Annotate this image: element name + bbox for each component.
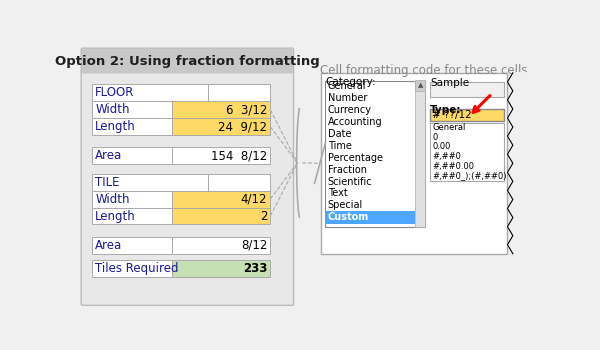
Text: Time: Time [328,141,352,151]
Polygon shape [508,73,527,254]
Text: Number: Number [328,93,367,103]
Text: Special: Special [328,201,363,210]
Text: Scientific: Scientific [328,177,372,187]
Bar [92,237,172,254]
Bar [172,208,271,224]
Text: TILE: TILE [95,176,119,189]
Text: Width: Width [95,103,130,116]
Text: Date: Date [328,129,351,139]
Bar [172,191,271,208]
Text: Area: Area [95,239,122,252]
Bar [92,191,172,208]
Text: General: General [328,82,366,91]
Text: Length: Length [95,210,136,223]
Text: Fraction: Fraction [328,165,367,175]
Bar [430,109,503,121]
Bar [92,118,172,135]
Bar [92,84,208,101]
Bar [415,80,425,227]
Text: Accounting: Accounting [328,117,382,127]
Text: 8/12: 8/12 [241,239,267,252]
Text: Text: Text [328,189,347,198]
Text: Tiles Required: Tiles Required [95,262,179,275]
Text: Category:: Category: [325,77,376,87]
Text: 6  3/12: 6 3/12 [226,103,267,116]
Text: Cell formatting code for these cells: Cell formatting code for these cells [320,64,527,77]
Bar [208,174,271,191]
Bar [430,82,503,97]
Text: Type:: Type: [430,105,461,115]
Text: # ??/12: # ??/12 [432,110,472,120]
Bar [92,174,208,191]
Text: Length: Length [95,120,136,133]
Text: 2: 2 [260,210,267,223]
Text: Percentage: Percentage [328,153,383,163]
Text: Custom: Custom [328,212,369,222]
Bar [325,211,415,224]
Text: 233: 233 [243,262,267,275]
Text: FLOOR: FLOOR [95,86,134,99]
FancyBboxPatch shape [81,48,293,305]
FancyBboxPatch shape [82,49,293,74]
Bar [208,84,271,101]
Bar [322,73,508,254]
Bar [415,80,425,91]
Text: 0.00: 0.00 [432,142,451,152]
Text: 24  9/12: 24 9/12 [218,120,267,133]
Text: Width: Width [95,193,130,205]
Text: 154  8/12: 154 8/12 [211,149,267,162]
Text: Area: Area [95,149,122,162]
Text: Sample: Sample [430,78,469,88]
Text: 0: 0 [432,133,437,142]
Text: 4/12: 4/12 [241,193,267,205]
Bar [92,147,172,164]
Bar [92,208,172,224]
Bar [172,260,271,277]
Text: Currency: Currency [328,105,371,115]
Text: #,##0_);(#,##0): #,##0_);(#,##0) [432,171,507,180]
Bar [430,123,503,181]
Bar [172,118,271,135]
Bar [92,260,172,277]
Text: General: General [432,123,466,132]
Text: #,##0: #,##0 [432,152,461,161]
Bar [172,237,271,254]
Text: Option 2: Using fraction formatting: Option 2: Using fraction formatting [55,55,320,68]
Text: ▲: ▲ [418,83,423,89]
Bar [92,101,172,118]
Text: #,##0.00: #,##0.00 [432,162,474,171]
Bar [325,80,425,227]
Bar [172,101,271,118]
Bar [172,147,271,164]
